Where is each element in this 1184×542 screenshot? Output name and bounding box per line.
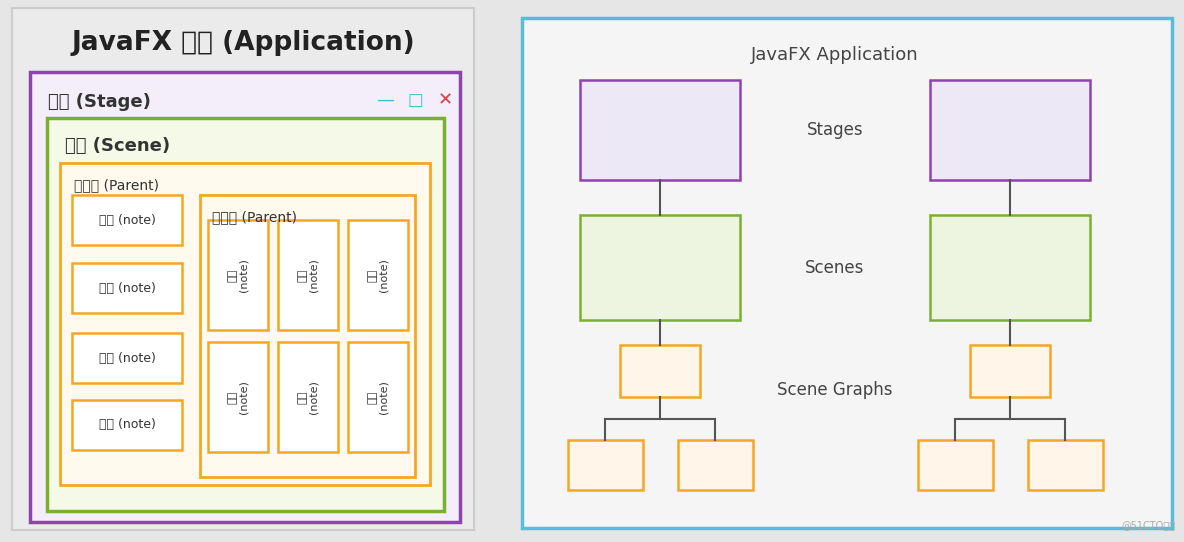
Text: 节点 (note): 节点 (note) (98, 352, 155, 365)
Text: 场景 (Scene): 场景 (Scene) (65, 137, 170, 155)
Bar (929, 215, 1090, 320)
Text: Stages: Stages (806, 121, 863, 139)
Text: JavaFX Application: JavaFX Application (751, 46, 919, 64)
Bar (72, 263, 182, 313)
Text: @51CTO博客: @51CTO博客 (1121, 520, 1175, 530)
Text: 节点
(note): 节点 (note) (367, 258, 388, 292)
Bar (208, 220, 268, 330)
Bar (348, 220, 408, 330)
Text: —: — (377, 91, 394, 109)
Text: JavaFX 应用 (Application): JavaFX 应用 (Application) (71, 30, 414, 56)
Text: 窗口 (Stage): 窗口 (Stage) (49, 93, 150, 111)
Bar (200, 195, 416, 477)
Bar (278, 220, 337, 330)
Bar (72, 333, 182, 383)
Bar (47, 118, 444, 511)
Text: 节点
(note): 节点 (note) (367, 380, 388, 414)
Bar (1028, 440, 1102, 490)
Text: Scenes: Scenes (805, 259, 864, 277)
Bar (72, 195, 182, 245)
Text: Scene Graphs: Scene Graphs (777, 381, 893, 399)
Text: 根节点 (Parent): 根节点 (Parent) (212, 210, 297, 224)
Text: 节点 (note): 节点 (note) (98, 418, 155, 431)
Text: □: □ (407, 91, 423, 109)
Text: 节点
(note): 节点 (note) (297, 258, 318, 292)
Text: 节点
(note): 节点 (note) (227, 380, 249, 414)
Bar (12, 8, 474, 530)
Bar (208, 342, 268, 452)
Bar (30, 72, 461, 522)
Bar (620, 345, 700, 397)
Bar (677, 440, 753, 490)
Bar (60, 163, 430, 485)
Bar (522, 18, 1172, 528)
Bar (580, 215, 740, 320)
Bar (580, 80, 740, 180)
Bar (348, 342, 408, 452)
Bar (72, 400, 182, 450)
Text: 节点 (note): 节点 (note) (98, 214, 155, 227)
Bar (278, 342, 337, 452)
Text: 节点
(note): 节点 (note) (227, 258, 249, 292)
Text: 根节点 (Parent): 根节点 (Parent) (73, 178, 159, 192)
Bar (970, 345, 1050, 397)
Text: ✕: ✕ (437, 91, 452, 109)
Text: 节点
(note): 节点 (note) (297, 380, 318, 414)
Bar (567, 440, 643, 490)
Bar (929, 80, 1090, 180)
Text: 节点 (note): 节点 (note) (98, 281, 155, 294)
Bar (918, 440, 992, 490)
